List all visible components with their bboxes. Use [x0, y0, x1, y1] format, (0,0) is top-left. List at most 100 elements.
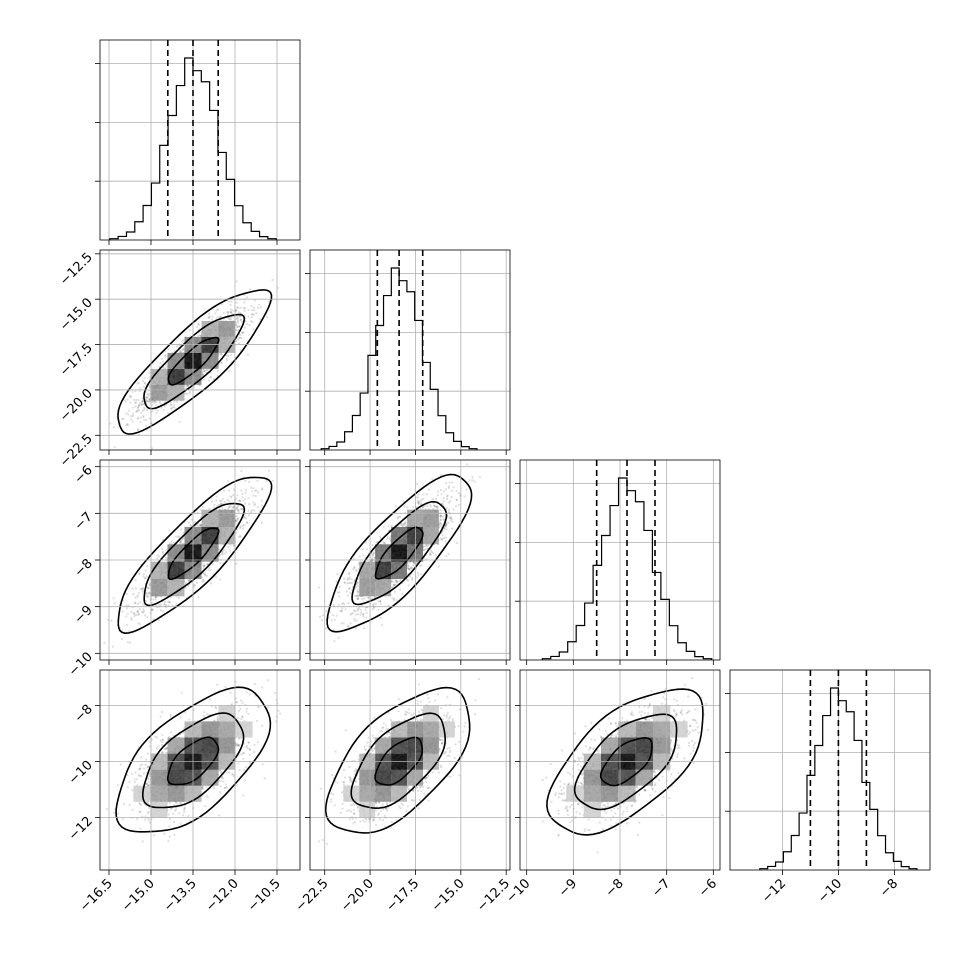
scatter-point [120, 638, 124, 641]
scatter-point [235, 309, 238, 312]
scatter-point [240, 469, 243, 473]
scatter-point [143, 408, 146, 411]
scatter-point [251, 508, 254, 511]
scatter-point [237, 510, 240, 513]
scatter-point [364, 608, 367, 612]
scatter-point [436, 490, 439, 493]
scatter-point [175, 602, 178, 605]
scatter-point [127, 409, 130, 412]
scatter-point [137, 404, 140, 408]
scatter-point [365, 616, 368, 619]
density-cell [218, 509, 236, 527]
scatter-point [163, 603, 166, 606]
histogram-frame [99, 39, 301, 241]
scatter-point [139, 416, 143, 419]
scatter-point [254, 494, 257, 498]
scatter-point [126, 641, 129, 644]
scatter-point [241, 331, 244, 335]
scatter-point [237, 306, 240, 309]
scatter-point [247, 480, 251, 483]
scatter-point [152, 598, 155, 601]
scatter-point [407, 584, 410, 587]
scatter-point [235, 531, 238, 534]
scatter-point [218, 315, 221, 319]
scatter-point [401, 592, 404, 596]
scatter-point [130, 610, 133, 614]
scatter-point [202, 369, 205, 372]
scatter-point [446, 497, 449, 501]
scatter-point [421, 506, 425, 509]
scatter-point [351, 581, 354, 585]
scatter-point [163, 405, 166, 408]
scatter-point [175, 535, 178, 538]
scatter-point [211, 563, 214, 566]
scatter-panel [109, 279, 279, 450]
x-tick-label: −12 [759, 876, 789, 906]
scatter-point [139, 420, 142, 423]
scatter-point [214, 312, 217, 315]
scatter-point [250, 320, 253, 323]
scatter-point [245, 296, 249, 299]
scatter-point [228, 500, 231, 503]
scatter-point [250, 486, 253, 489]
scatter-point [207, 312, 211, 315]
scatter-point [211, 315, 214, 318]
scatter-point [146, 396, 149, 399]
scatter-point [142, 414, 145, 417]
scatter-point [252, 487, 255, 490]
scatter-point [471, 479, 474, 482]
scatter-point [225, 357, 228, 360]
scatter-point [455, 541, 459, 545]
scatter-point [416, 576, 419, 579]
scatter-point [439, 519, 442, 522]
scatter-point [146, 615, 149, 619]
scatter-point [160, 357, 163, 360]
scatter-point [229, 308, 232, 311]
scatter-point [445, 554, 448, 558]
density-cell [150, 579, 168, 597]
scatter-point [162, 408, 165, 412]
scatter-point [177, 596, 180, 600]
scatter-point [221, 498, 224, 501]
scatter-point [244, 491, 247, 494]
scatter-point [137, 398, 140, 402]
y-tick-label: −7 [72, 510, 96, 534]
scatter-point [390, 524, 393, 528]
scatter-point [441, 534, 444, 537]
scatter-point [178, 349, 181, 352]
scatter-point [238, 315, 241, 318]
scatter-point [335, 580, 338, 583]
scatter-point [203, 563, 206, 566]
y-tick-label: −6 [72, 463, 96, 487]
scatter-point [138, 403, 141, 406]
scatter-point [259, 317, 262, 320]
scatter-point [138, 601, 141, 604]
scatter-point [440, 493, 443, 496]
scatter-point [219, 578, 222, 581]
scatter-point [361, 597, 364, 601]
scatter-point [434, 497, 437, 501]
scatter-point [201, 505, 204, 508]
scatter-point [255, 489, 258, 492]
scatter-point [359, 613, 362, 616]
scatter-point [437, 565, 440, 568]
scatter-point [339, 610, 342, 613]
density-cell [167, 544, 185, 562]
scatter-point [209, 582, 212, 585]
scatter-point [201, 373, 204, 376]
scatter-point [161, 552, 164, 555]
scatter-point [253, 509, 256, 512]
scatter-point [136, 602, 139, 606]
scatter-point [173, 406, 176, 409]
scatter-point [417, 502, 420, 505]
scatter-point [146, 565, 149, 568]
scatter-point [144, 569, 147, 572]
scatter-point [333, 640, 336, 643]
scatter-point [154, 596, 157, 599]
scatter-point [415, 482, 419, 486]
scatter-point [226, 312, 230, 315]
scatter-point [236, 321, 239, 324]
scatter-point [142, 415, 145, 419]
scatter-point [242, 527, 245, 530]
